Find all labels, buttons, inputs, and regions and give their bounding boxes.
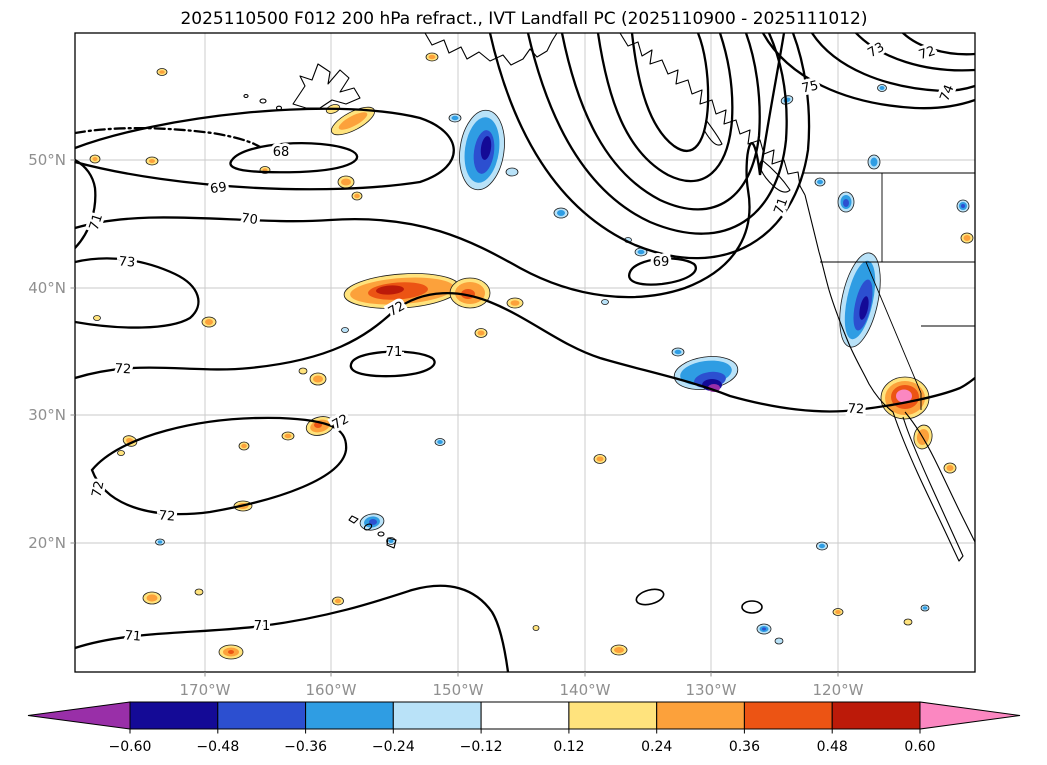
plot-frame — [74, 32, 976, 673]
warm-anomaly-shading — [89, 52, 974, 660]
y-tick-label: 30°N — [28, 406, 66, 424]
y-tick-label: 20°N — [28, 534, 66, 552]
cold-anomaly-shading — [155, 84, 970, 645]
contour-label: 70 — [240, 211, 258, 228]
colorbar-segment — [568, 701, 658, 730]
colorbar-tick-label: −0.36 — [284, 739, 327, 755]
x-tick-label: 120°W — [813, 681, 864, 699]
contour-label: 71 — [254, 619, 271, 634]
colorbar-tick-label: −0.24 — [372, 739, 415, 755]
colorbar-tick-label: −0.60 — [109, 739, 152, 755]
colorbar-segment — [129, 701, 219, 730]
contour-label: 69 — [653, 255, 670, 270]
contour-label: 73 — [118, 254, 136, 270]
contour-label: 72 — [114, 362, 131, 378]
x-tick-label: 140°W — [560, 681, 611, 699]
contour-label: 72 — [847, 402, 864, 418]
y-tick-label: 40°N — [28, 279, 66, 297]
colorbar-segment — [656, 701, 745, 730]
plot-background — [75, 33, 975, 672]
colorbar-tick-label: 0.48 — [817, 739, 848, 755]
x-tick-label: 170°W — [180, 681, 231, 699]
y-tick-label: 50°N — [28, 151, 66, 169]
colorbar-segment — [743, 701, 833, 730]
contour-label: 71 — [386, 345, 403, 360]
x-tick-label: 130°W — [686, 681, 737, 699]
contour-label: 69 — [209, 180, 227, 197]
colorbar-segment — [305, 701, 394, 730]
contour-label: 71 — [124, 628, 142, 644]
colorbar-tick-label: 0.60 — [904, 739, 935, 755]
x-tick-label: 160°W — [306, 681, 357, 699]
colorbar-segment — [480, 701, 570, 730]
contour-labels: 68 69 70 71 73 72 72 71 72 72 72 71 71 6… — [84, 37, 961, 648]
colorbar-segment — [831, 701, 921, 730]
colorbar-labels: −0.60 −0.48 −0.36 −0.24 −0.12 0.12 0.24 … — [109, 739, 936, 755]
contour-label: 72 — [158, 508, 176, 524]
colorbar-tick-label: −0.48 — [196, 739, 239, 755]
colorbar-tick-label: 0.36 — [729, 739, 760, 755]
chart-title: 2025110500 F012 200 hPa refract., IVT La… — [180, 9, 867, 29]
x-axis-labels: 170°W 160°W 150°W 140°W 130°W 120°W — [180, 681, 864, 699]
contour-label: 68 — [273, 145, 290, 160]
x-tick-label: 150°W — [433, 681, 484, 699]
colorbar-tick-label: −0.12 — [460, 739, 503, 755]
axis-ticks — [70, 159, 839, 677]
y-axis-labels: 50°N 40°N 30°N 20°N — [28, 151, 66, 552]
colorbar-segment — [217, 701, 307, 730]
colorbar-segment — [392, 701, 482, 730]
colorbar-tick-label: 0.24 — [641, 739, 672, 755]
colorbar-tick-label: 0.12 — [553, 739, 584, 755]
colorbar-extend-min-arrow — [27, 701, 131, 730]
contour-lines — [75, 33, 975, 672]
colorbar: −0.60 −0.48 −0.36 −0.24 −0.12 0.12 0.24 … — [27, 701, 1021, 755]
state-borders — [803, 172, 975, 410]
colorbar-extend-max-arrow — [919, 701, 1021, 730]
colorbar-ticks — [129, 729, 921, 734]
